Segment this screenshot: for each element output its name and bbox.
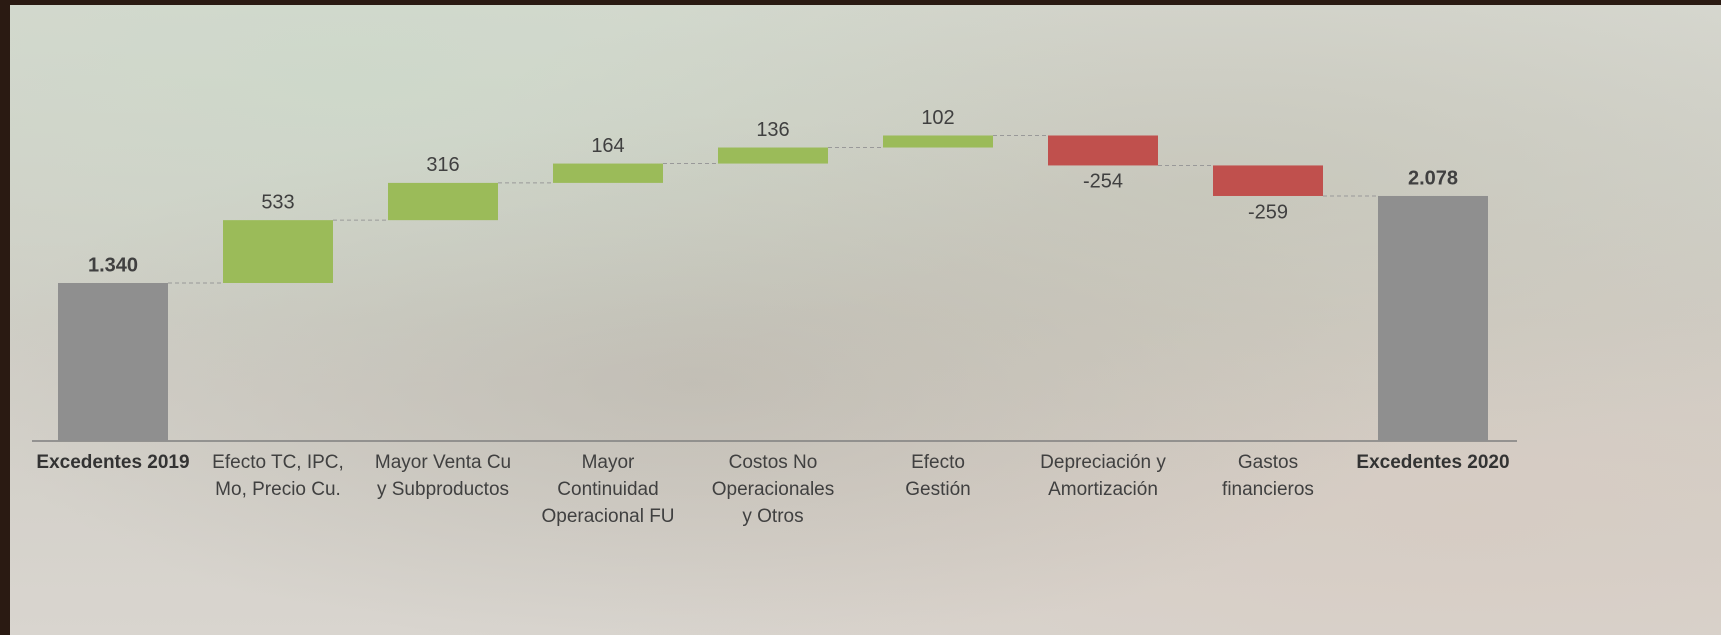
bar — [718, 148, 828, 164]
category-label: Efecto Gestión — [853, 449, 1023, 503]
value-label: 102 — [921, 107, 954, 129]
category-label: Depreciación y Amortización — [1018, 449, 1188, 503]
bar — [388, 183, 498, 220]
page: 1.340 533 316 164 136 102 -254 -259 2.078 Excede… — [0, 0, 1721, 635]
value-label: 533 — [261, 191, 294, 213]
category-label: Mayor Continuidad Operacional FU — [523, 449, 693, 530]
category-label: Efecto TC, IPC, Mo, Precio Cu. — [193, 449, 363, 503]
chart: 1.340 533 316 164 136 102 -254 -259 2.078 — [0, 0, 1721, 635]
category-label: Mayor Venta Cu y Subproductos — [358, 449, 528, 503]
bar — [553, 164, 663, 183]
bar — [223, 220, 333, 283]
value-label: -259 — [1248, 201, 1288, 223]
bar — [58, 283, 168, 441]
value-label: 1.340 — [88, 254, 138, 276]
value-label: 316 — [426, 154, 459, 176]
bar — [1213, 165, 1323, 196]
bar — [1048, 135, 1158, 165]
value-label: 2.078 — [1408, 167, 1458, 189]
bar — [1378, 196, 1488, 441]
value-label: 164 — [591, 135, 624, 157]
value-label: 136 — [756, 119, 789, 141]
bar — [883, 135, 993, 147]
value-label: -254 — [1083, 171, 1123, 193]
category-label: Costos No Operacionales y Otros — [688, 449, 858, 530]
category-label: Excedentes 2019 — [28, 449, 198, 476]
category-label: Excedentes 2020 — [1348, 449, 1518, 476]
category-label: Gastos financieros — [1183, 449, 1353, 503]
